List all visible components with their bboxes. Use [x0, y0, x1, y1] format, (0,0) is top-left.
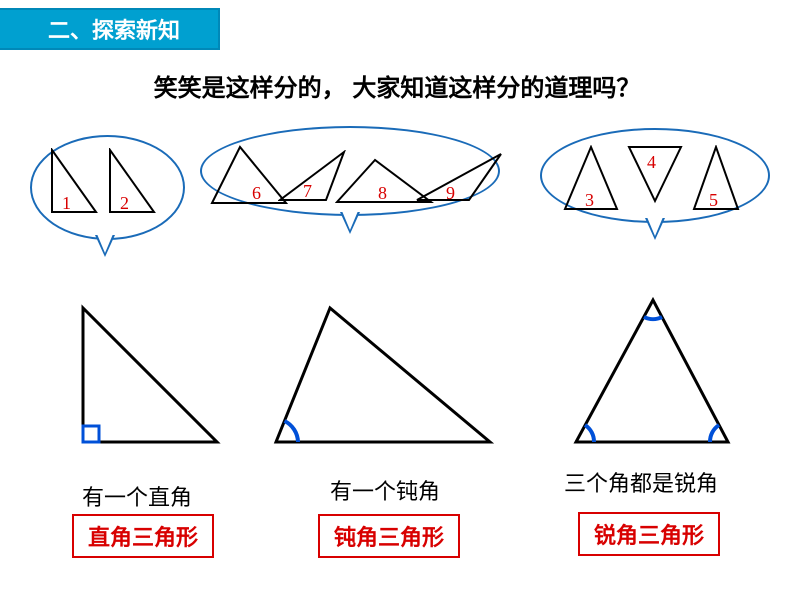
acute-type-box: 锐角三角形: [578, 512, 720, 556]
right-type-box: 直角三角形: [72, 514, 214, 558]
triangle-label: 1: [62, 193, 71, 214]
small-triangle-9: [415, 152, 505, 206]
triangle-label: 5: [709, 190, 718, 211]
triangle-label: 3: [585, 190, 594, 211]
acute-desc: 三个角都是锐角: [564, 466, 718, 498]
section-header-text: 二、探索新知: [48, 13, 180, 45]
obtuse-desc: 有一个钝角: [330, 474, 440, 506]
triangle-label: 8: [378, 183, 387, 204]
triangle-label: 6: [252, 183, 261, 204]
section-header: 二、探索新知: [0, 8, 220, 50]
bubble-tail-icon: [645, 218, 665, 240]
triangle-label: 4: [647, 152, 656, 173]
bubble-tail-icon: [340, 212, 360, 234]
bubble-tail-icon: [95, 235, 115, 257]
small-triangle-2: [108, 148, 158, 216]
small-triangle-1: [50, 148, 100, 216]
big-obtuse-triangle: [268, 300, 498, 450]
obtuse-type-box: 钝角三角形: [318, 514, 460, 558]
triangle-label: 7: [303, 181, 312, 202]
main-question: 笑笑是这样分的， 大家知道这样分的道理吗？: [154, 68, 641, 103]
triangle-label: 9: [446, 183, 455, 204]
big-acute-triangle: [568, 292, 738, 450]
big-right-triangle: [75, 300, 225, 450]
right-desc: 有一个直角: [82, 480, 192, 512]
triangle-label: 2: [120, 193, 129, 214]
small-triangle-4: [627, 145, 685, 205]
